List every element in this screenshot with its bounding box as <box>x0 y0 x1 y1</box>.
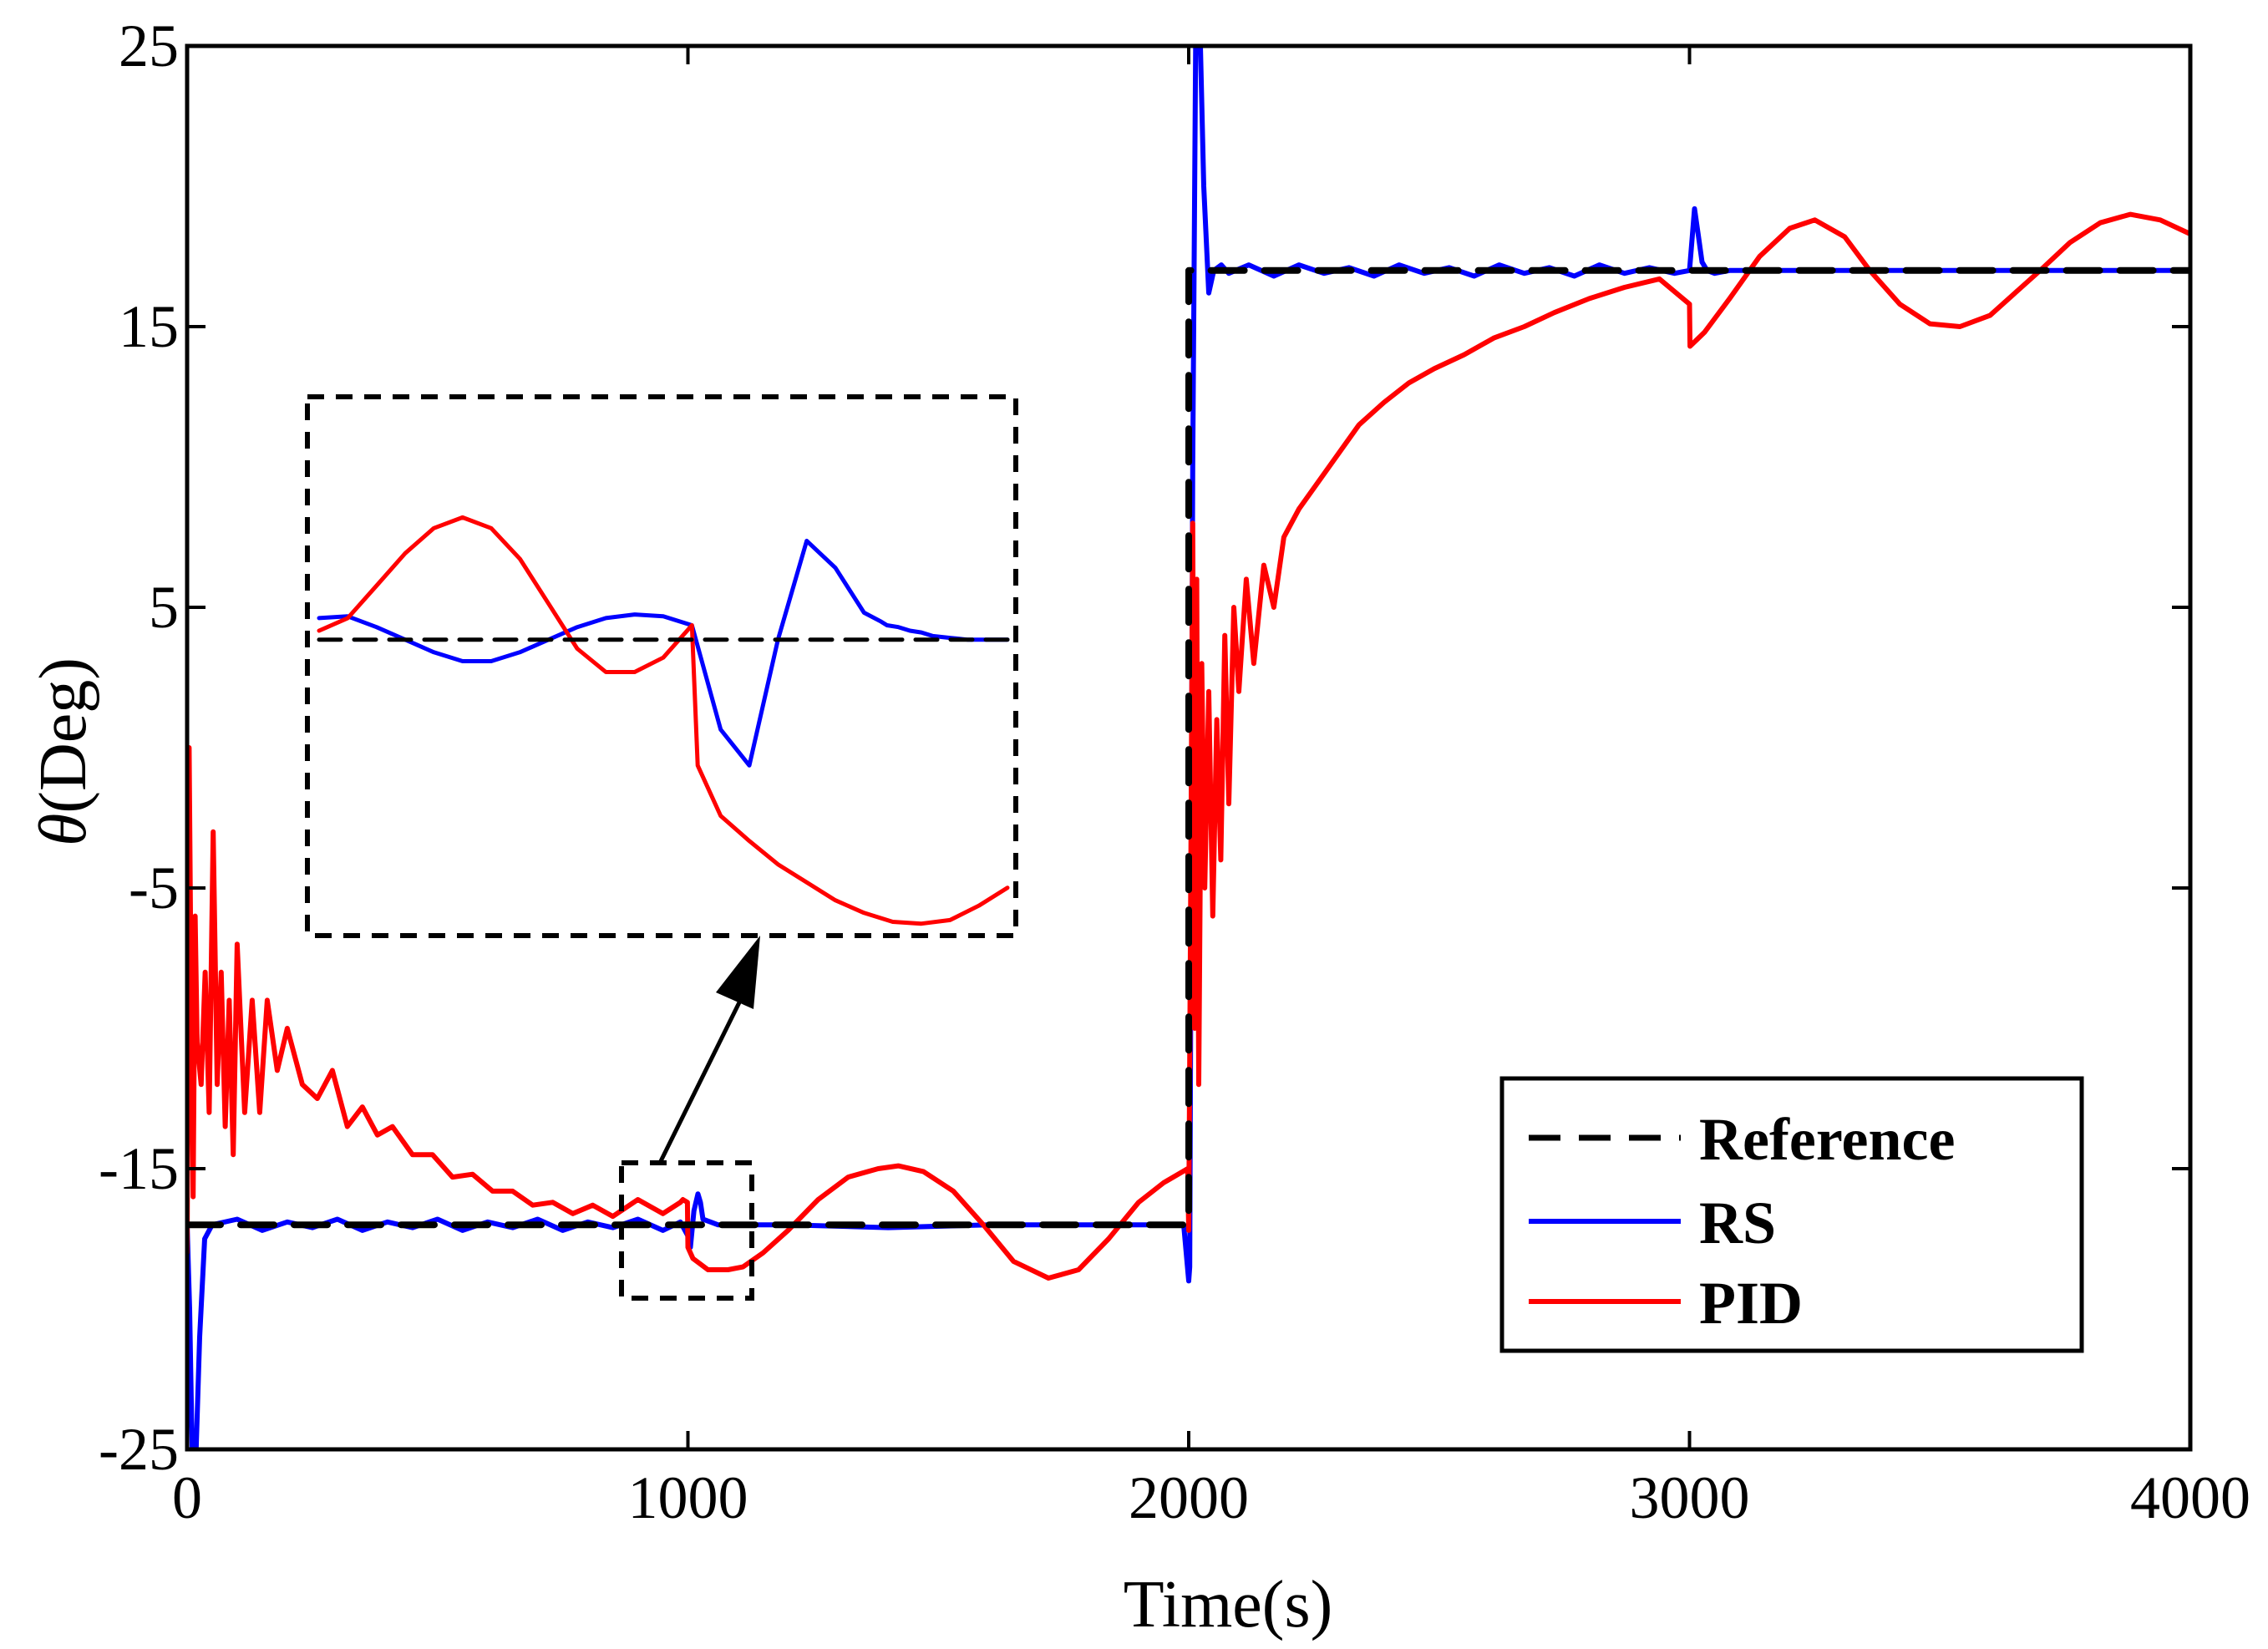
series-line-pid <box>187 211 2190 1281</box>
y-tick-label: -25 <box>99 1416 179 1483</box>
zoom-region-box <box>619 1160 754 1301</box>
legend-label-reference: Reference <box>1699 1106 1955 1173</box>
y-tick-label: -5 <box>129 855 179 921</box>
y-tick-label: 5 <box>149 574 179 641</box>
inset-frame <box>305 394 1018 938</box>
inset-series-line-rs <box>317 538 1010 768</box>
y-tick-label: 15 <box>119 293 179 360</box>
series-layer <box>187 46 2190 1449</box>
y-axis-title-unit: (Deg) <box>27 657 100 814</box>
x-axis-title: Time(s) <box>1124 1568 1332 1641</box>
x-tick-label: 1000 <box>628 1464 748 1531</box>
legend-label-rs: RS <box>1699 1190 1776 1256</box>
x-tick-label: 0 <box>172 1464 202 1531</box>
x-tick-label: 4000 <box>2130 1464 2250 1531</box>
x-tick-label: 3000 <box>1630 1464 1750 1531</box>
tick-layer: 0 1000 2000 3000 4000 -25 -15 -5 5 15 25 <box>99 13 2250 1531</box>
y-tick-label: -15 <box>99 1135 179 1202</box>
y-axis-title: θ(Deg) <box>27 657 100 846</box>
y-tick-label: 25 <box>119 13 179 79</box>
legend-box <box>1499 1076 2084 1353</box>
inset-pointer-arrow-head <box>716 936 760 1009</box>
series-line-reference <box>187 266 2190 1229</box>
inset-layer <box>317 515 1010 926</box>
legend: Reference RS PID <box>1499 1076 2084 1353</box>
y-axis-title-symbol: θ <box>27 814 100 846</box>
x-tick-label: 2000 <box>1129 1464 1249 1531</box>
legend-label-pid: PID <box>1699 1270 1803 1337</box>
inset-pointer-arrow-shaft <box>657 1001 742 1164</box>
